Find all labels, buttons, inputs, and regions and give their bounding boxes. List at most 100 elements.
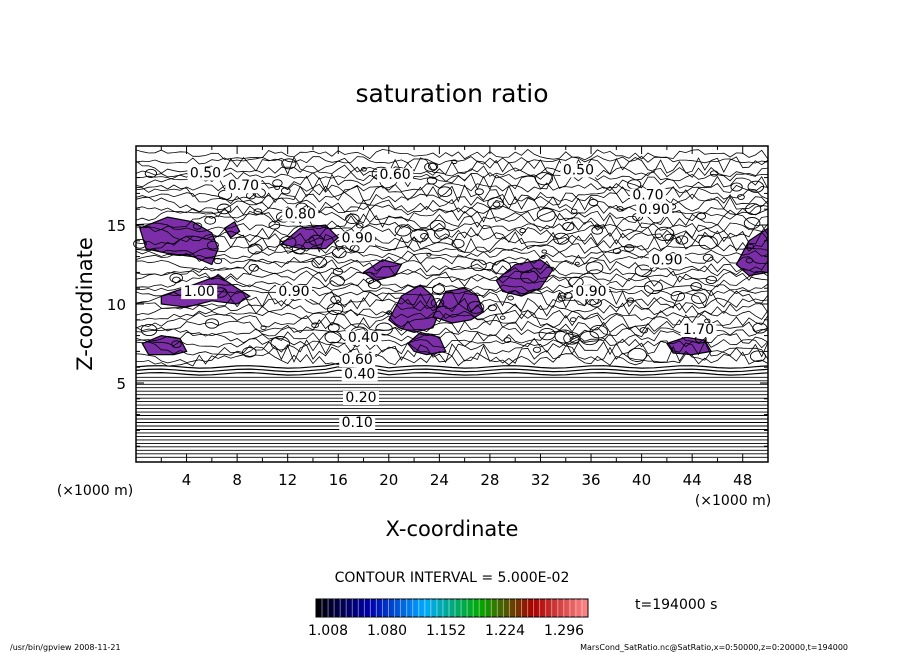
x-unit-label-left: (×1000 m) bbox=[57, 483, 133, 499]
contour-cell bbox=[745, 257, 754, 264]
contour-label-bg bbox=[345, 330, 382, 345]
contour-label-bg bbox=[187, 166, 224, 181]
contour-cell bbox=[745, 203, 762, 216]
contour-line bbox=[135, 337, 769, 349]
contour-label-bg bbox=[560, 163, 597, 178]
contour-cell bbox=[279, 235, 297, 249]
contour-cell bbox=[308, 234, 324, 246]
contour-label: 1.00 bbox=[184, 284, 215, 300]
contour-label: 0.90 bbox=[639, 202, 670, 218]
contour-label-bg bbox=[573, 285, 609, 300]
contour-label: 0.90 bbox=[575, 284, 606, 300]
contour-label: 0.90 bbox=[342, 230, 373, 246]
contour-cell bbox=[563, 292, 573, 299]
contour-cell bbox=[144, 168, 158, 178]
colorbar-tick-label: 1.296 bbox=[544, 623, 584, 639]
y-tick-label: 5 bbox=[116, 375, 126, 393]
contour-line bbox=[135, 171, 769, 182]
contour-cell bbox=[487, 304, 497, 312]
contour-line bbox=[135, 369, 769, 376]
colorbar-tick-label: 1.224 bbox=[485, 623, 525, 639]
contour-cell bbox=[691, 292, 707, 304]
y-tick-label: 15 bbox=[107, 217, 126, 235]
contour-cell bbox=[424, 162, 438, 172]
contour-cell bbox=[491, 260, 512, 275]
contour-cell bbox=[536, 208, 556, 222]
contour-cell bbox=[242, 346, 257, 358]
contour-label-bg bbox=[648, 253, 685, 268]
contour-cell bbox=[690, 282, 702, 291]
contour-line bbox=[135, 326, 769, 338]
contour-cell bbox=[492, 201, 501, 208]
contour-cell bbox=[569, 336, 580, 344]
contour-cell bbox=[588, 198, 599, 207]
supersaturation-region bbox=[362, 259, 403, 281]
x-tick-label: 28 bbox=[480, 471, 499, 489]
contour-label-bg bbox=[680, 323, 717, 337]
contour-cell bbox=[520, 270, 539, 284]
contour-line bbox=[135, 288, 769, 297]
contour-label-bg bbox=[377, 168, 414, 183]
contour-cell bbox=[702, 253, 714, 262]
contour-label-bg bbox=[225, 179, 262, 194]
contour-cell bbox=[664, 233, 674, 241]
contour-cell bbox=[557, 295, 566, 302]
contour-cell bbox=[260, 325, 267, 331]
contour-label-bg bbox=[339, 353, 376, 367]
contour-line bbox=[135, 164, 769, 178]
colorbar bbox=[315, 598, 589, 618]
contour-label-bg bbox=[636, 202, 673, 217]
contour-label: 0.90 bbox=[278, 284, 309, 300]
contour-cell bbox=[639, 327, 649, 334]
x-axis-ticks: 4 8 12 16 20 24 28 32 36 40 44 48 bbox=[135, 146, 769, 489]
contour-cell bbox=[133, 238, 147, 249]
contour-cell bbox=[331, 247, 347, 259]
contour-cell bbox=[643, 280, 663, 295]
colorbar-stripes bbox=[321, 599, 583, 617]
contour-cell bbox=[585, 261, 604, 275]
contour-cell bbox=[499, 315, 506, 320]
contour-interval-text: CONTOUR INTERVAL = 5.000E-02 bbox=[335, 570, 570, 586]
contour-cell bbox=[675, 235, 689, 245]
contour-cell bbox=[634, 264, 652, 277]
contour-cell bbox=[426, 176, 438, 185]
contour-label-bg bbox=[339, 231, 376, 246]
contour-line bbox=[135, 275, 769, 289]
contour-cell bbox=[540, 255, 546, 259]
contour-line bbox=[135, 206, 769, 224]
y-axis-ticks: 5 10 15 bbox=[107, 145, 768, 463]
x-tick-label: 8 bbox=[232, 471, 242, 489]
contour-cell bbox=[375, 322, 393, 336]
contour-cell bbox=[519, 228, 527, 234]
contour-cell bbox=[431, 284, 446, 294]
contour-cell bbox=[270, 336, 290, 351]
contour-line bbox=[135, 296, 769, 312]
contour-cell bbox=[272, 179, 283, 187]
contour-cell bbox=[247, 243, 263, 255]
contour-line bbox=[135, 319, 769, 334]
contour-cell bbox=[213, 257, 223, 265]
contour-cell bbox=[730, 182, 743, 192]
contour-cell bbox=[430, 298, 445, 309]
contour-lines bbox=[133, 148, 769, 458]
contour-label-bg bbox=[629, 188, 666, 203]
contour-line bbox=[135, 330, 769, 344]
x-tick-label: 20 bbox=[379, 471, 398, 489]
contour-label: 1.70 bbox=[683, 322, 714, 338]
contour-cell bbox=[538, 327, 556, 341]
contour-cell bbox=[429, 219, 446, 232]
contour-label-bg bbox=[276, 285, 312, 300]
contour-cell bbox=[356, 222, 364, 229]
contour-label: 0.90 bbox=[651, 253, 682, 269]
contour-cell bbox=[503, 337, 512, 343]
contour-cell bbox=[420, 232, 429, 240]
contour-cell bbox=[704, 318, 711, 324]
x-tick-label: 40 bbox=[632, 471, 651, 489]
contour-cell bbox=[248, 263, 259, 272]
contour-cell bbox=[487, 197, 504, 210]
contour-cell bbox=[253, 208, 263, 215]
contour-label-bg bbox=[282, 207, 319, 222]
contour-cell bbox=[749, 350, 766, 362]
contour-cell bbox=[171, 340, 182, 349]
